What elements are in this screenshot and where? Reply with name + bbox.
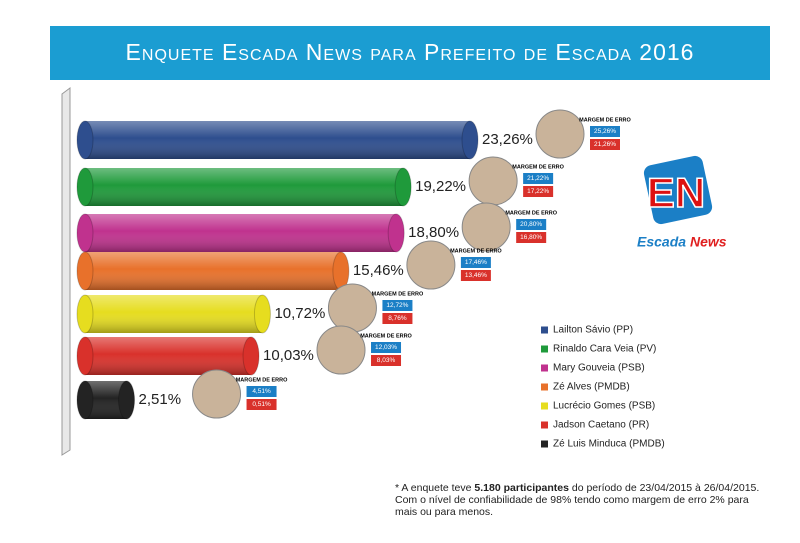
margin-lower bbox=[246, 399, 277, 410]
logo-mark: EN bbox=[647, 169, 705, 216]
value-label: 19,22% bbox=[415, 178, 466, 195]
bar-end bbox=[253, 294, 271, 334]
bar-end bbox=[394, 167, 412, 207]
legend-swatch bbox=[541, 326, 548, 334]
margin-lower-label: 8,76% bbox=[388, 315, 407, 322]
chart-title: Enquete Escada News para Prefeito de Esc… bbox=[126, 39, 695, 65]
value-label: 23,26% bbox=[482, 131, 533, 148]
photo bbox=[461, 202, 511, 252]
bar-cap bbox=[76, 167, 94, 207]
margin-lower bbox=[590, 139, 620, 150]
bar-end bbox=[461, 120, 479, 160]
legend-label: Lailton Sávio (PP) bbox=[553, 325, 633, 336]
value-label: 18,80% bbox=[408, 224, 459, 241]
margin-lower-label: 8,03% bbox=[377, 357, 396, 364]
margin-title: MARGEM DE ERRO bbox=[372, 291, 424, 297]
title-banner bbox=[50, 26, 770, 80]
bar-shade bbox=[85, 252, 341, 290]
photo bbox=[316, 325, 366, 375]
margin-title: MARGEM DE ERRO bbox=[236, 377, 288, 383]
margin-upper-label: 25,26% bbox=[594, 128, 616, 135]
margin-lower bbox=[382, 313, 413, 324]
legend-swatch bbox=[541, 421, 548, 429]
wall bbox=[61, 87, 71, 456]
photo bbox=[406, 240, 456, 290]
legend-label: Zé Luis Minduca (PMDB) bbox=[553, 439, 665, 450]
legend-label: Zé Alves (PMDB) bbox=[553, 382, 630, 393]
margin-upper bbox=[371, 342, 402, 353]
margin-lower bbox=[523, 186, 554, 197]
margin-lower-label: 21,26% bbox=[594, 141, 616, 148]
margin-title: MARGEM DE ERRO bbox=[450, 248, 502, 254]
bar-end bbox=[118, 380, 136, 420]
legend-swatch bbox=[541, 383, 548, 391]
legend-label: Lucrécio Gomes (PSB) bbox=[553, 401, 655, 412]
margin-lower bbox=[516, 232, 547, 243]
footnote-text: * A enquete teve bbox=[395, 482, 475, 494]
value-label: 10,72% bbox=[274, 305, 325, 322]
value-label: 15,46% bbox=[353, 262, 404, 279]
bar-cap bbox=[76, 380, 94, 420]
photo bbox=[327, 283, 377, 333]
photo bbox=[535, 109, 585, 159]
margin-title: MARGEM DE ERRO bbox=[505, 210, 557, 216]
photo bbox=[468, 156, 518, 206]
margin-lower-label: 17,22% bbox=[527, 188, 549, 195]
margin-lower bbox=[371, 355, 402, 366]
legend-swatch bbox=[541, 364, 548, 372]
footnote: * A enquete teve 5.180 participantes do … bbox=[395, 482, 765, 518]
bar-shade bbox=[85, 214, 397, 252]
margin-upper-label: 12,72% bbox=[386, 302, 408, 309]
margin-upper bbox=[523, 173, 554, 184]
bar-cap bbox=[76, 120, 94, 160]
margin-upper-label: 20,80% bbox=[520, 221, 542, 228]
margin-upper bbox=[590, 126, 620, 137]
legend-swatch bbox=[541, 345, 548, 353]
margin-upper bbox=[246, 386, 277, 397]
bar-cap bbox=[76, 294, 94, 334]
photo bbox=[192, 369, 242, 419]
margin-upper-label: 4,51% bbox=[252, 388, 271, 395]
bar-cap bbox=[76, 251, 94, 291]
legend-label: Mary Gouveia (PSB) bbox=[553, 363, 645, 374]
logo-text: News bbox=[690, 234, 727, 250]
margin-upper bbox=[382, 300, 413, 311]
bar-shade bbox=[85, 121, 470, 159]
bar-end bbox=[387, 213, 405, 253]
bar-shade bbox=[85, 337, 252, 375]
legend-swatch bbox=[541, 440, 548, 448]
margin-title: MARGEM DE ERRO bbox=[512, 164, 564, 170]
bar-cap bbox=[76, 213, 94, 253]
value-label: 10,03% bbox=[263, 347, 314, 364]
margin-upper bbox=[460, 257, 491, 268]
margin-upper bbox=[516, 219, 547, 230]
footnote-text: do período de 23/04/2015 à 26/04/2015. C… bbox=[395, 482, 760, 518]
legend-label: Jadson Caetano (PR) bbox=[553, 420, 649, 431]
footnote-bold: 5.180 participantes bbox=[474, 482, 569, 494]
margin-lower bbox=[460, 270, 491, 281]
value-label: 2,51% bbox=[139, 391, 182, 408]
margin-title: MARGEM DE ERRO bbox=[360, 333, 412, 339]
margin-upper-label: 21,22% bbox=[527, 175, 549, 182]
legend-label: Rinaldo Cara Veia (PV) bbox=[553, 344, 656, 355]
margin-lower-label: 16,80% bbox=[520, 234, 542, 241]
margin-title: MARGEM DE ERRO bbox=[579, 117, 631, 123]
bar-cap bbox=[76, 336, 94, 376]
margin-lower-label: 13,46% bbox=[465, 272, 487, 279]
logo-badge bbox=[643, 155, 713, 225]
logo-text: Escada bbox=[637, 234, 686, 250]
margin-lower-label: 0,51% bbox=[252, 401, 271, 408]
legend-swatch bbox=[541, 402, 548, 410]
margin-upper-label: 17,46% bbox=[465, 259, 487, 266]
bar-shade bbox=[85, 168, 404, 206]
logo: EN Escada News bbox=[637, 155, 727, 250]
bar-shade bbox=[85, 295, 263, 333]
margin-upper-label: 12,03% bbox=[375, 344, 397, 351]
bar-end bbox=[242, 336, 260, 376]
